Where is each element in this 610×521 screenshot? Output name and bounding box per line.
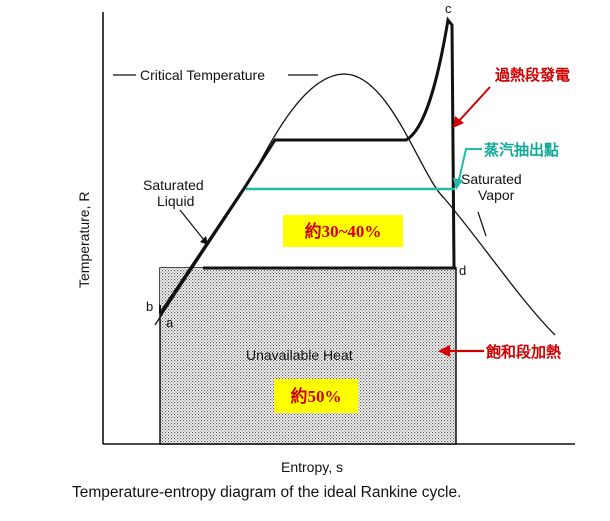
saturated-vapor-label-line1: Saturated bbox=[461, 171, 522, 187]
extraction-arrow-shaft bbox=[457, 148, 482, 185]
efficiency-upper-badge bbox=[283, 215, 403, 247]
saturated-vapor-leader bbox=[477, 211, 487, 237]
superheat-arrowhead bbox=[453, 116, 464, 128]
saturation-annotation: 飽和段加熱 bbox=[485, 343, 561, 361]
efficiency-lower-label: 約50% bbox=[291, 386, 342, 406]
saturation-dome bbox=[154, 73, 556, 336]
y-axis-label: Temperature, R bbox=[76, 192, 92, 288]
saturated-liquid-arrowhead bbox=[200, 236, 208, 245]
saturation-arrowhead bbox=[438, 345, 450, 357]
efficiency-upper-label: 約30~40% bbox=[305, 221, 382, 241]
liquid-heating-wedge bbox=[160, 268, 203, 314]
point-d-label: d bbox=[459, 263, 466, 278]
extraction-annotation: 蒸汽抽出點 bbox=[484, 141, 559, 159]
extraction-arrowhead bbox=[453, 178, 463, 190]
saturated-vapor-label-line2: Vapor bbox=[478, 187, 515, 203]
saturated-liquid-label-line2: Liquid bbox=[157, 193, 194, 209]
point-b-label: b bbox=[146, 299, 153, 314]
superheat-annotation: 過熱段發電 bbox=[494, 66, 570, 84]
unavailable-heat-region bbox=[159, 267, 457, 445]
point-a-label: a bbox=[166, 315, 174, 330]
saturated-liquid-label-line1: Saturated bbox=[143, 177, 204, 193]
x-axis-label: Entropy, s bbox=[281, 459, 343, 475]
critical-temperature-label: Critical Temperature bbox=[140, 67, 265, 83]
diagram-caption: Temperature-entropy diagram of the ideal… bbox=[72, 484, 461, 501]
superheat-arrow-shaft bbox=[457, 86, 491, 123]
point-c-label: c bbox=[445, 1, 452, 16]
unavailable-heat-label: Unavailable Heat bbox=[246, 347, 353, 363]
efficiency-lower-badge bbox=[274, 379, 358, 413]
rankine-cycle-path bbox=[158, 16, 456, 315]
